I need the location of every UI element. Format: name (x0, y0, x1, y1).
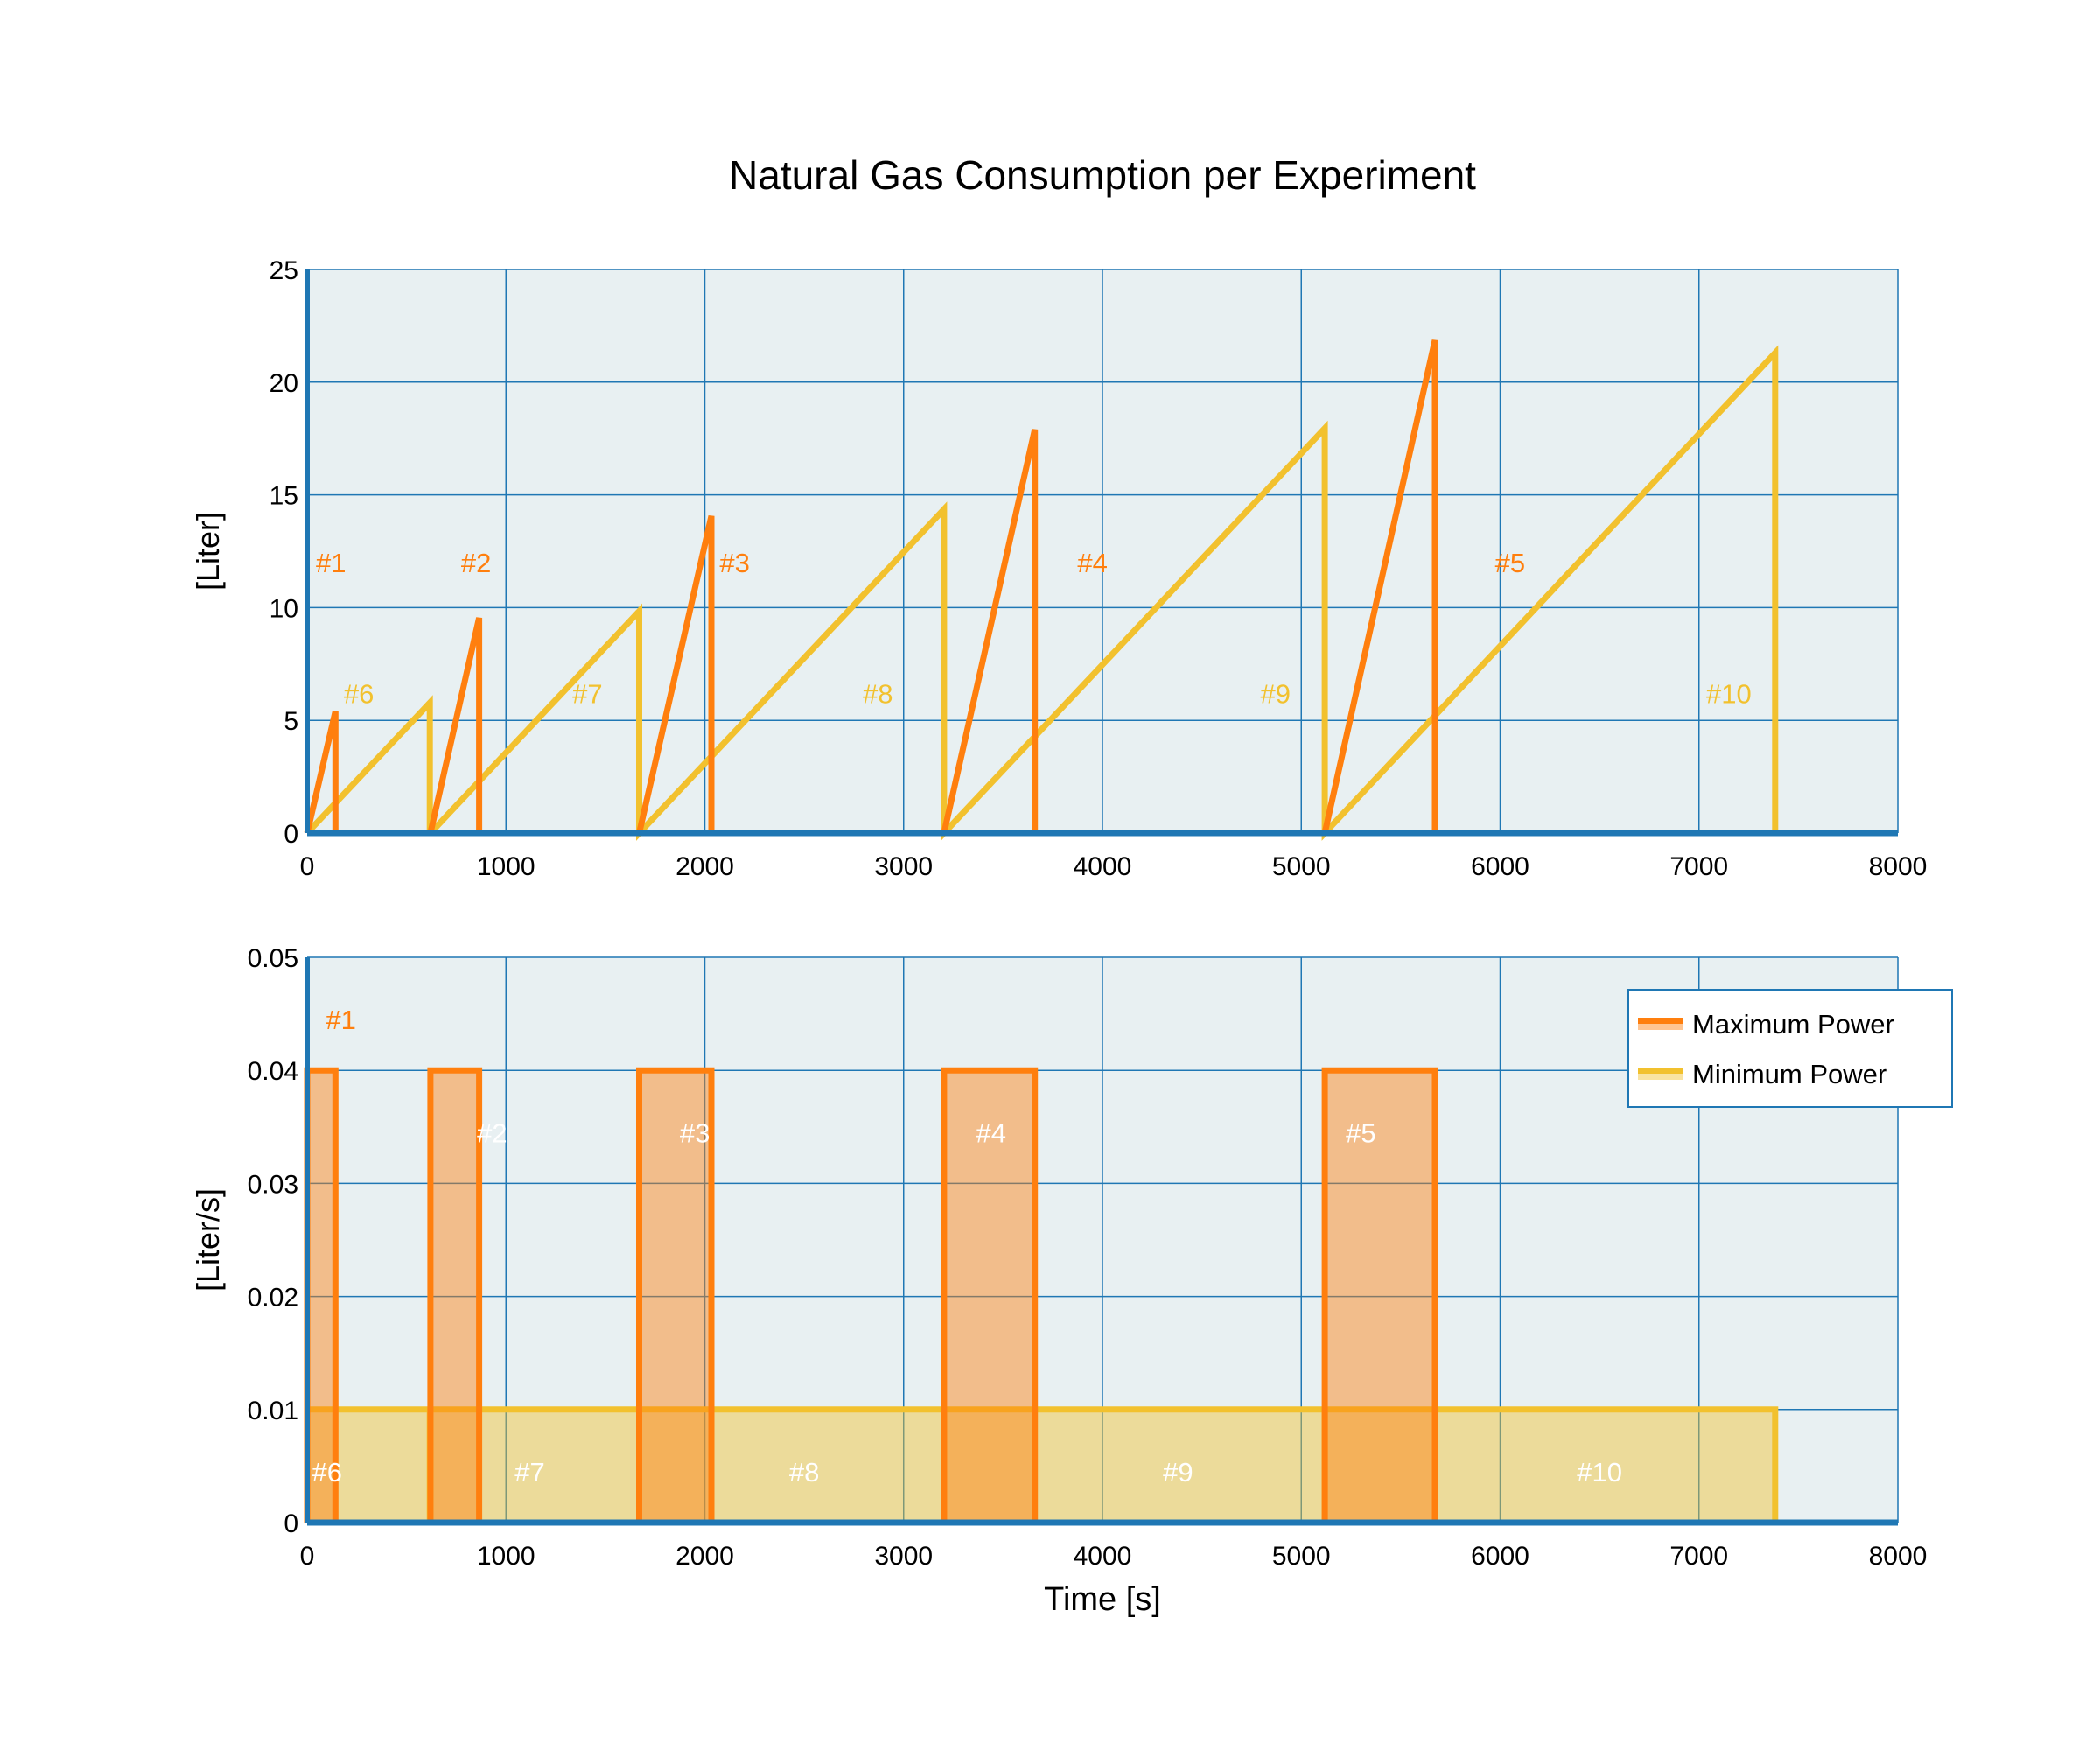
bottom-subplot: 0 1000 2000 3000 4000 5000 6000 7000 8000 0 0.01 0.… (190, 944, 1927, 1618)
x-tick-label: 5000 (1272, 852, 1331, 881)
series-line-minimum-power (304, 345, 1779, 841)
rate-fill-exp-10 (1325, 1409, 1775, 1522)
annotation-label: #5 (1346, 1117, 1376, 1148)
annotation-label: #6 (344, 678, 374, 709)
y-tick-label: 0 (284, 820, 298, 849)
annotation-label: #10 (1577, 1457, 1622, 1488)
rate-fill-exp-3 (639, 1070, 711, 1522)
rate-fill-exp-5 (1325, 1070, 1435, 1522)
x-tick-label: 3000 (874, 852, 933, 881)
legend-swatch-fill (1638, 1074, 1684, 1080)
legend-swatch-line (1638, 1018, 1684, 1024)
x-tick-label: 2000 (676, 1542, 734, 1571)
rate-fill-exp-8 (639, 1409, 944, 1522)
annotation-label: #6 (312, 1457, 341, 1488)
y-tick-label: 0.02 (248, 1284, 298, 1312)
x-tick-label: 4000 (1074, 852, 1132, 881)
annotation-label: #9 (1260, 678, 1290, 709)
y-tick-label: 15 (270, 482, 298, 511)
annotation-label: #4 (976, 1117, 1005, 1148)
y-tick-label: 5 (284, 707, 298, 736)
annotation-label: #4 (1077, 548, 1107, 578)
x-tick-label: 0 (300, 852, 315, 881)
rate-fill-exp-2 (430, 1070, 480, 1522)
annotation-label: #8 (789, 1457, 819, 1488)
y-axis-label: [Liter/s] (190, 1188, 226, 1292)
annotation-label: #7 (572, 678, 602, 709)
legend-label: Minimum Power (1692, 1059, 1886, 1089)
rate-fill-exp-6 (307, 1409, 430, 1522)
x-tick-label: 1000 (477, 852, 536, 881)
annotation-label: #10 (1706, 678, 1752, 709)
x-tick-label: 2000 (676, 852, 734, 881)
y-tick-label: 20 (270, 369, 298, 398)
legend-box (1628, 989, 1953, 1108)
x-tick-label: 3000 (874, 1542, 933, 1571)
x-tick-label: 1000 (477, 1542, 536, 1571)
y-tick-label: 25 (270, 256, 298, 285)
y-tick-label: 0.01 (248, 1396, 298, 1425)
x-tick-label: 5000 (1272, 1542, 1331, 1571)
rate-fill-exp-4 (943, 1070, 1035, 1522)
rate-fill-exp-7 (430, 1409, 640, 1522)
x-tick-label: 7000 (1670, 852, 1728, 881)
y-axis-label: [Liter] (190, 512, 226, 591)
annotation-label: #7 (514, 1457, 544, 1488)
y-tick-label: 0.03 (248, 1170, 298, 1199)
x-tick-label: 6000 (1471, 1542, 1530, 1571)
y-tick-label: 10 (270, 594, 298, 623)
y-tick-label: 0.04 (248, 1057, 298, 1086)
rate-fill-exp-9 (943, 1409, 1326, 1522)
x-tick-label: 7000 (1670, 1542, 1728, 1571)
annotation-label: #8 (863, 678, 892, 709)
legend: Maximum Power Minimum Power (1628, 989, 1953, 1108)
top-subplot: 0 1000 2000 3000 4000 5000 6000 7000 8000 0 5 10 15 2… (190, 256, 1927, 881)
annotation-label: #1 (316, 548, 346, 578)
legend-label: Maximum Power (1692, 1009, 1894, 1040)
x-tick-label: 6000 (1471, 852, 1530, 881)
chart-title: Natural Gas Consumption per Experiment (729, 152, 1476, 198)
annotation-label: #2 (477, 1117, 507, 1148)
annotation-label: #3 (680, 1117, 710, 1148)
x-axis-label: Time [s] (1044, 1581, 1161, 1618)
x-tick-label: 8000 (1869, 852, 1928, 881)
annotation-label: #5 (1495, 548, 1525, 578)
legend-swatch-line (1638, 1068, 1684, 1074)
x-tick-label: 8000 (1869, 1542, 1928, 1571)
y-tick-label: 0 (284, 1509, 298, 1538)
x-tick-label: 4000 (1074, 1542, 1132, 1571)
y-tick-label: 0.05 (248, 944, 298, 973)
legend-swatch-fill (1638, 1024, 1684, 1030)
rate-fill-exp-1 (307, 1070, 336, 1522)
annotation-label: #2 (461, 548, 491, 578)
x-tick-label: 0 (300, 1542, 315, 1571)
annotation-label: #3 (719, 548, 749, 578)
annotation-label: #1 (326, 1004, 355, 1035)
annotation-label: #9 (1163, 1457, 1193, 1488)
